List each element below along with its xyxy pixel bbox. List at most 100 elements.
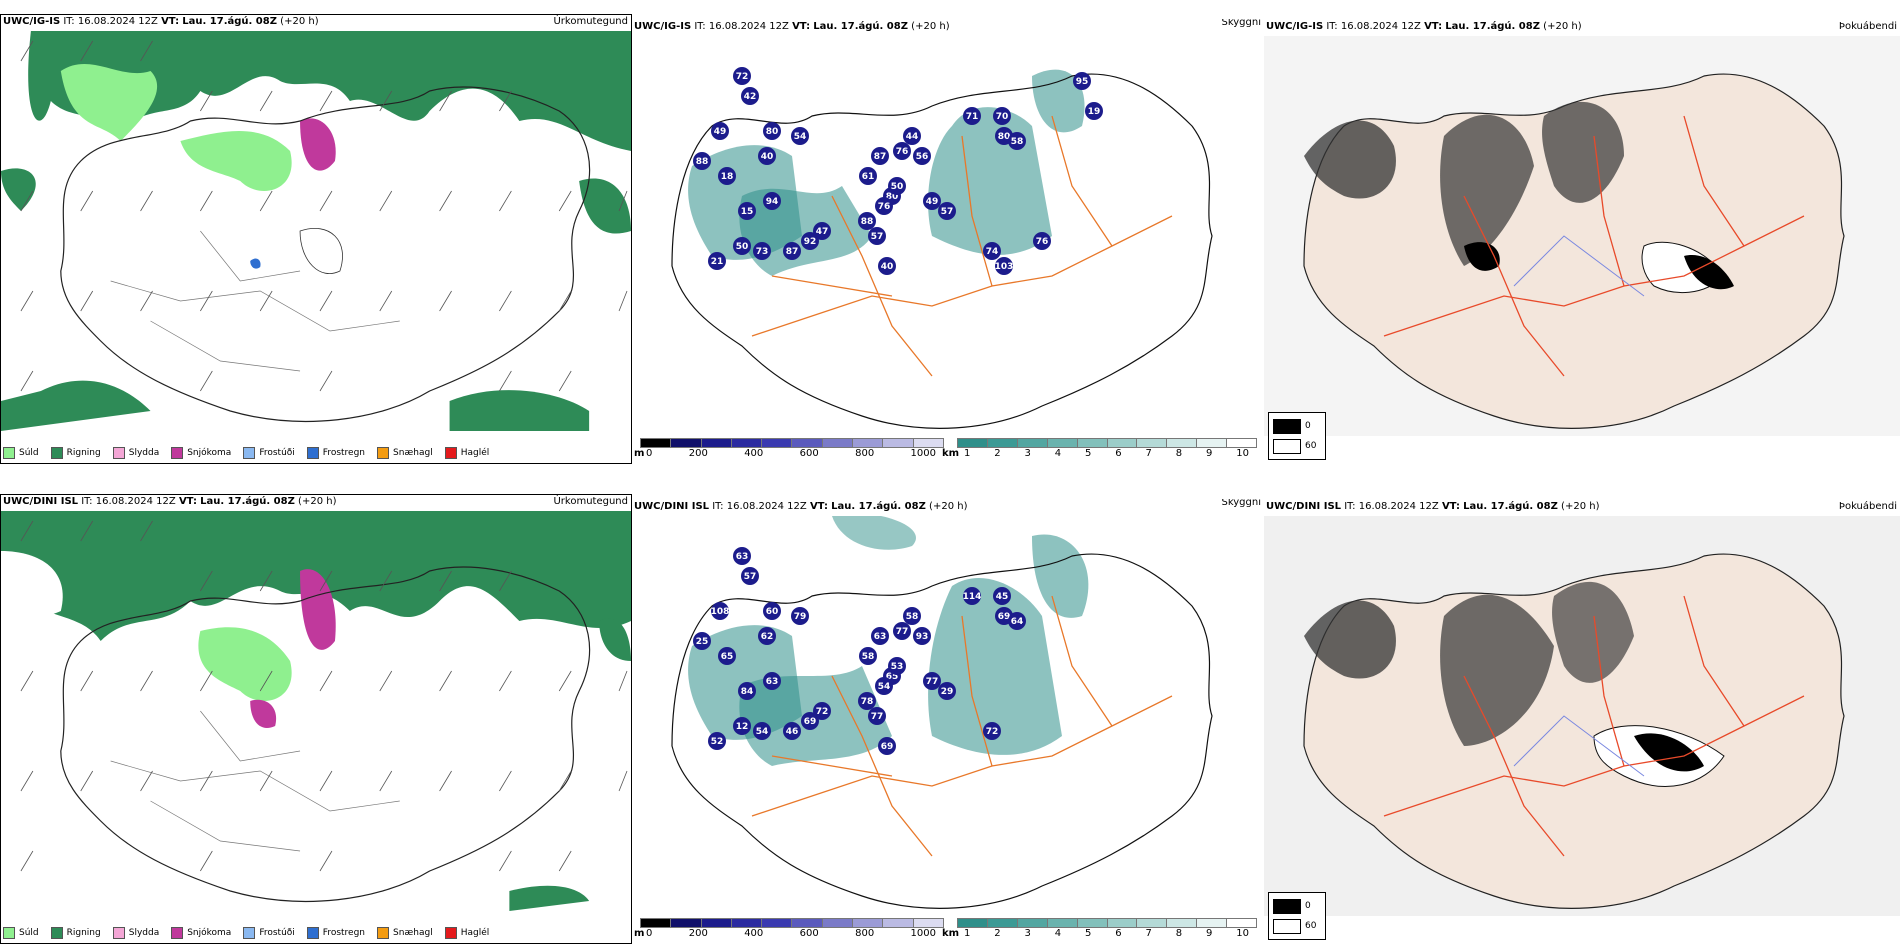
lead-time: (+20 h) bbox=[280, 16, 319, 27]
fog-title-bar: UWC/DINI ISL IT: 16.08.2024 12Z VT: Lau.… bbox=[1264, 499, 1900, 515]
legend-item: Frostregn bbox=[306, 927, 365, 939]
precip-legend: Súld Rigning Slydda Snjókoma Frostúði Fr… bbox=[3, 447, 489, 459]
ceiling-cell bbox=[913, 627, 931, 645]
ceiling-value-label: 93 bbox=[916, 632, 929, 642]
ceiling-value-label: 63 bbox=[766, 677, 779, 687]
ceiling-panel-row2: UWC/DINI ISL IT: 16.08.2024 12Z VT: Lau.… bbox=[632, 494, 1264, 944]
legend-item: Frostúði bbox=[243, 447, 295, 459]
ceiling-cell bbox=[758, 147, 776, 165]
visibility-colorbar bbox=[957, 918, 1258, 928]
ceiling-cell bbox=[708, 732, 726, 750]
legend-item: Haglél bbox=[444, 927, 489, 939]
ceiling-value-label: 15 bbox=[741, 207, 754, 217]
ceiling-colorbar bbox=[640, 918, 944, 928]
ceiling-value-label: 50 bbox=[736, 242, 749, 252]
fog-panel-title: Þokuábendi bbox=[1838, 501, 1897, 512]
legend-item: Slydda bbox=[112, 447, 159, 459]
ceiling-value-label: 76 bbox=[1036, 237, 1049, 247]
ceiling-cell bbox=[938, 202, 956, 220]
ceiling-cell bbox=[963, 587, 981, 605]
init-time: IT: 16.08.2024 12Z bbox=[81, 496, 176, 507]
ceiling-unit: m bbox=[634, 928, 645, 939]
ceiling-value-label: 40 bbox=[761, 152, 774, 162]
ceiling-value-label: 53 bbox=[891, 662, 904, 672]
ceiling-cell bbox=[718, 647, 736, 665]
ceiling-value-label: 57 bbox=[744, 572, 757, 582]
vis-panel-title: Skyggni bbox=[1221, 499, 1261, 508]
fog-legend: 0 60 bbox=[1268, 892, 1326, 940]
precip-panel-title: Úrkomutegund bbox=[553, 496, 628, 507]
ceiling-cell bbox=[871, 147, 889, 165]
precip-panel-title: Úrkomutegund bbox=[553, 16, 628, 27]
ceiling-cell bbox=[758, 627, 776, 645]
ceiling-cell bbox=[693, 632, 711, 650]
legend-item: Slydda bbox=[112, 927, 159, 939]
ceiling-cell bbox=[858, 692, 876, 710]
visibility-unit: km bbox=[942, 448, 960, 459]
model-name: UWC/DINI ISL bbox=[3, 496, 79, 507]
ceiling-value-label: 92 bbox=[804, 237, 817, 247]
ceiling-cell bbox=[1033, 232, 1051, 250]
ceiling-cell bbox=[875, 677, 893, 695]
ceiling-cell bbox=[718, 167, 736, 185]
legend-item: Haglél bbox=[444, 447, 489, 459]
ceiling-value-label: 54 bbox=[794, 132, 807, 142]
ceiling-cell bbox=[983, 242, 1001, 260]
ceiling-value-label: 80 bbox=[766, 127, 779, 137]
lead-time: (+20 h) bbox=[1543, 21, 1582, 32]
ceiling-cell bbox=[878, 737, 896, 755]
valid-time: Lau. 17.ágú. 08Z bbox=[200, 496, 295, 507]
visibility-unit: km bbox=[942, 928, 960, 939]
model-name: UWC/IG-IS bbox=[634, 21, 692, 32]
ceiling-cell bbox=[801, 232, 819, 250]
ceiling-value-label: 69 bbox=[998, 612, 1011, 622]
fog-panel-row1: UWC/IG-IS IT: 16.08.2024 12Z VT: Lau. 17… bbox=[1264, 14, 1900, 464]
valid-label: VT: bbox=[1424, 21, 1443, 32]
ceiling-value-label: 103 bbox=[995, 262, 1014, 272]
ceiling-value-label: 58 bbox=[1011, 137, 1024, 147]
ceiling-value-label: 72 bbox=[736, 72, 749, 82]
ceiling-value-label: 57 bbox=[941, 207, 954, 217]
ceiling-cell bbox=[903, 127, 921, 145]
ceiling-cell bbox=[878, 257, 896, 275]
ceiling-value-label: 88 bbox=[861, 217, 874, 227]
vis-panel-title: Skyggni bbox=[1221, 19, 1261, 28]
legend-item: Frostregn bbox=[306, 447, 365, 459]
ceiling-cell bbox=[708, 252, 726, 270]
ceiling-cell bbox=[993, 107, 1011, 125]
precip-title-bar: UWC/DINI ISL IT: 16.08.2024 12Z VT: Lau.… bbox=[1, 494, 631, 510]
ceiling-cell bbox=[753, 722, 771, 740]
init-time: IT: 16.08.2024 12Z bbox=[1326, 21, 1421, 32]
ceiling-value-label: 56 bbox=[916, 152, 929, 162]
ceiling-cell bbox=[923, 672, 941, 690]
ceiling-value-label: 54 bbox=[878, 682, 891, 692]
legend-item: Frostúði bbox=[243, 927, 295, 939]
ceiling-cell bbox=[993, 587, 1011, 605]
ceiling-value-label: 12 bbox=[736, 722, 749, 732]
ceiling-value-label: 52 bbox=[711, 737, 724, 747]
ceiling-value-label: 108 bbox=[711, 607, 730, 617]
fog-title-bar: UWC/IG-IS IT: 16.08.2024 12Z VT: Lau. 17… bbox=[1264, 19, 1900, 35]
visibility-colorbar bbox=[957, 438, 1258, 448]
model-name: UWC/DINI ISL bbox=[634, 501, 710, 512]
ceiling-value-label: 46 bbox=[786, 727, 799, 737]
ceiling-value-label: 69 bbox=[804, 717, 817, 727]
ceiling-value-label: 114 bbox=[963, 592, 982, 602]
ceiling-value-label: 77 bbox=[871, 712, 884, 722]
ceiling-title-bar: UWC/DINI ISL IT: 16.08.2024 12Z VT: Lau.… bbox=[632, 499, 1264, 515]
ceiling-panel-row1: UWC/IG-IS IT: 16.08.2024 12Z VT: Lau. 17… bbox=[632, 14, 1264, 464]
ceiling-cell bbox=[923, 192, 941, 210]
ceiling-value-label: 62 bbox=[761, 632, 774, 642]
ceiling-cell bbox=[738, 682, 756, 700]
init-time: IT: 16.08.2024 12Z bbox=[712, 501, 807, 512]
ceiling-value-label: 80 bbox=[886, 192, 899, 202]
ceiling-value-label: 49 bbox=[714, 127, 727, 137]
ceiling-cell bbox=[753, 242, 771, 260]
ceiling-value-label: 61 bbox=[862, 172, 875, 182]
ceiling-ticks: 0 200 400 600 800 1000 bbox=[646, 448, 936, 459]
ceiling-value-label: 54 bbox=[756, 727, 769, 737]
model-name: UWC/IG-IS bbox=[1266, 21, 1324, 32]
